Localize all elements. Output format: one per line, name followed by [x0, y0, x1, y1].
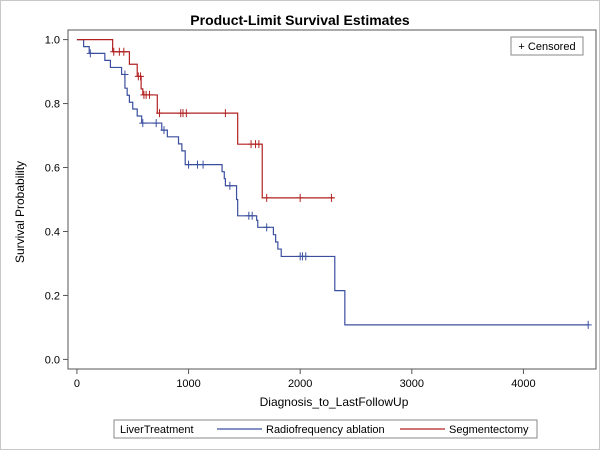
y-tick-label: 0.4: [45, 226, 60, 238]
censor-mark-radiofrequency: [160, 126, 168, 135]
y-axis-label: Survival Probability: [13, 161, 27, 263]
x-tick-label: 3000: [400, 378, 424, 390]
censor-mark-radiofrequency: [584, 320, 592, 329]
censor-mark-radiofrequency: [199, 160, 207, 169]
y-tick-label: 0.8: [45, 99, 60, 111]
series-line-radiofrequency: [76, 38, 589, 326]
y-axis: 0.0 0.2 0.4 0.6 0.8 1.0: [45, 35, 68, 366]
plot-area: [67, 29, 597, 370]
y-tick-label: 0.0: [45, 354, 60, 366]
legend-box: [113, 419, 538, 439]
censor-mark-radiofrequency: [152, 119, 160, 128]
censor-mark-radiofrequency: [248, 211, 256, 220]
legend: LiverTreatment Radiofrequency ablation S…: [113, 419, 538, 439]
series-layer: [76, 38, 592, 329]
x-tick-label: 1000: [176, 378, 200, 390]
y-tick-label: 0.6: [45, 163, 60, 175]
censor-mark-radiofrequency: [185, 160, 193, 169]
censor-mark-radiofrequency: [86, 49, 94, 58]
censor-mark-segmentectomy: [263, 193, 271, 202]
x-tick-label: 0: [74, 378, 80, 390]
censor-mark-segmentectomy: [182, 109, 190, 118]
censor-mark-segmentectomy: [255, 140, 263, 149]
chart-title: Product-Limit Survival Estimates: [190, 12, 410, 28]
censor-mark-segmentectomy: [296, 193, 304, 202]
y-tick-label: 0.2: [45, 290, 60, 302]
censored-inset-legend: + Censored: [510, 36, 584, 56]
legend-label-radiofrequency: Radiofrequency ablation: [266, 424, 385, 436]
x-axis-label: Diagnosis_to_LastFollowUp: [260, 395, 409, 409]
censor-mark-segmentectomy: [145, 90, 153, 99]
censor-mark-radiofrequency: [263, 223, 271, 232]
censor-mark-segmentectomy: [221, 109, 229, 118]
inset-legend-text: + Censored: [518, 41, 575, 53]
censor-mark-radiofrequency: [226, 181, 234, 190]
censor-mark-radiofrequency: [139, 119, 147, 128]
x-tick-label: 4000: [511, 378, 535, 390]
censor-mark-segmentectomy: [137, 72, 145, 81]
legend-title: LiverTreatment: [120, 424, 194, 436]
censor-mark-segmentectomy: [156, 109, 164, 118]
censor-mark-segmentectomy: [327, 193, 335, 202]
x-axis: 0 1000 2000 3000 4000: [74, 369, 536, 390]
censor-mark-segmentectomy: [120, 47, 128, 56]
censor-mark-radiofrequency: [121, 70, 129, 79]
inset-legend-box: [510, 36, 584, 56]
censor-mark-radiofrequency: [302, 252, 310, 261]
x-tick-label: 2000: [288, 378, 312, 390]
y-tick-label: 1.0: [45, 35, 60, 47]
legend-label-segmentectomy: Segmentectomy: [449, 424, 529, 436]
